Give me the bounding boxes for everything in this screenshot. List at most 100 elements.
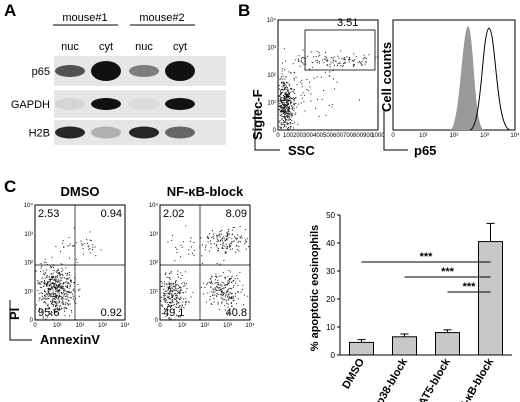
event-dot — [221, 302, 223, 304]
event-dot — [289, 111, 291, 113]
event-dot — [225, 278, 227, 280]
event-dot — [284, 116, 286, 118]
event-dot — [293, 89, 295, 91]
event-dot — [232, 240, 234, 242]
event-dot — [62, 303, 64, 305]
event-dot — [174, 299, 176, 301]
event-dot — [292, 97, 294, 99]
event-dot — [68, 245, 70, 247]
event-dot — [348, 61, 350, 63]
event-dot — [286, 93, 288, 95]
event-dot — [170, 302, 172, 304]
band — [91, 98, 121, 110]
event-dot — [332, 70, 334, 72]
event-dot — [60, 292, 62, 294]
event-dot — [55, 288, 57, 290]
event-dot — [332, 62, 334, 64]
event-dot — [216, 293, 218, 295]
event-dot — [218, 289, 220, 291]
event-dot — [228, 296, 230, 298]
event-dot — [46, 316, 48, 318]
event-dot — [230, 245, 232, 247]
event-dot — [227, 294, 229, 296]
band — [129, 65, 159, 77]
event-dot — [218, 233, 220, 235]
event-dot — [217, 240, 219, 242]
event-dot — [45, 283, 47, 285]
event-dot — [222, 293, 224, 295]
event-dot — [224, 240, 226, 242]
event-dot — [169, 318, 171, 320]
event-dot — [234, 282, 236, 284]
event-dot — [285, 98, 287, 100]
event-dot — [364, 63, 366, 65]
event-dot — [245, 241, 247, 243]
event-dot — [280, 127, 282, 129]
event-dot — [226, 291, 228, 293]
event-dot — [178, 306, 180, 308]
event-dot — [215, 273, 217, 275]
event-dot — [48, 310, 50, 312]
event-dot — [212, 233, 214, 235]
event-dot — [59, 274, 61, 276]
event-dot — [281, 107, 283, 109]
event-dot — [48, 289, 50, 291]
event-dot — [232, 226, 234, 228]
event-dot — [44, 297, 46, 299]
event-dot — [43, 261, 45, 263]
event-dot — [39, 298, 41, 300]
event-dot — [287, 116, 289, 118]
event-dot — [47, 295, 49, 297]
event-dot — [221, 301, 223, 303]
event-dot — [285, 119, 287, 121]
event-dot — [178, 310, 180, 312]
event-dot — [290, 72, 292, 74]
event-dot — [279, 90, 281, 92]
event-dot — [353, 65, 355, 67]
event-dot — [179, 305, 181, 307]
event-dot — [284, 113, 286, 115]
event-dot — [167, 307, 169, 309]
x-tick-label: 400 — [313, 133, 324, 139]
event-dot — [49, 289, 51, 291]
event-dot — [44, 274, 46, 276]
event-dot — [287, 110, 289, 112]
event-dot — [227, 230, 229, 232]
event-dot — [179, 290, 181, 292]
event-dot — [287, 97, 289, 99]
event-dot — [333, 59, 335, 61]
event-dot — [220, 283, 222, 285]
event-dot — [316, 51, 318, 53]
event-dot — [229, 248, 231, 250]
event-dot — [193, 254, 195, 256]
event-dot — [340, 65, 342, 67]
event-dot — [76, 262, 78, 264]
event-dot — [287, 123, 289, 125]
event-dot — [46, 282, 48, 284]
event-dot — [92, 244, 94, 246]
event-dot — [219, 289, 221, 291]
event-dot — [53, 309, 55, 311]
event-dot — [304, 110, 306, 112]
event-dot — [55, 305, 57, 307]
event-dot — [361, 64, 363, 66]
event-dot — [65, 285, 67, 287]
event-dot — [57, 275, 59, 277]
event-dot — [227, 276, 229, 278]
event-dot — [288, 92, 290, 94]
event-dot — [231, 277, 233, 279]
event-dot — [337, 62, 339, 64]
event-dot — [45, 261, 47, 263]
event-dot — [341, 58, 343, 60]
event-dot — [61, 298, 63, 300]
event-dot — [69, 243, 71, 245]
event-dot — [63, 298, 65, 300]
x-tick-label: 900 — [363, 133, 374, 139]
x-tick-label: 10³ — [98, 323, 107, 329]
event-dot — [172, 304, 174, 306]
event-dot — [287, 96, 289, 98]
event-dot — [238, 246, 240, 248]
x-tick-label: 10¹ — [178, 323, 187, 329]
event-dot — [231, 305, 233, 307]
event-dot — [38, 281, 40, 283]
